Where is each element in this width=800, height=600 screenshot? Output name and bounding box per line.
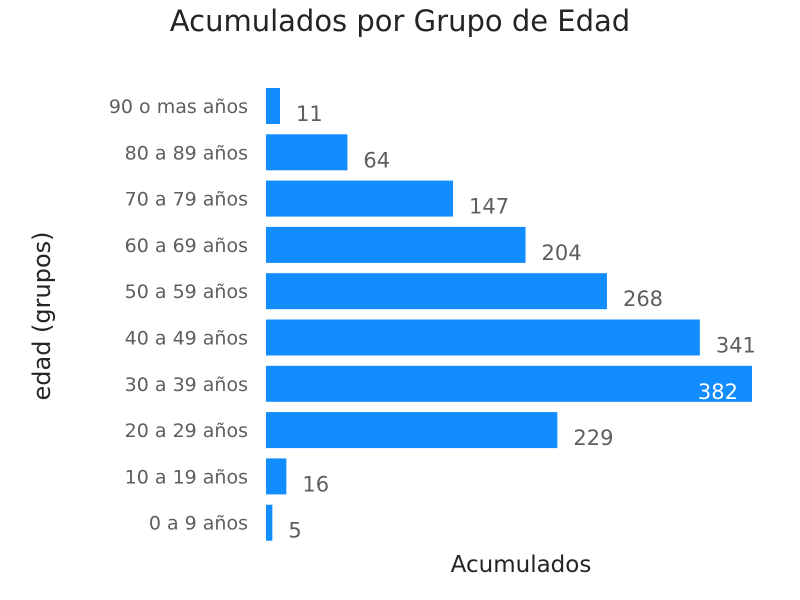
y-tick-label: 0 a 9 años <box>149 513 248 535</box>
y-tick-label: 10 a 19 años <box>125 466 248 488</box>
y-tick-label: 70 a 79 años <box>125 189 248 211</box>
bar[interactable] <box>266 412 558 449</box>
x-axis-title: Acumulados <box>450 552 592 578</box>
y-tick-label: 90 o mas años <box>109 96 248 118</box>
y-tick-label: 30 a 39 años <box>125 374 248 396</box>
data-label: 268 <box>623 287 663 311</box>
chart-title: Acumulados por Grupo de Edad <box>169 4 631 38</box>
bar[interactable] <box>266 458 287 495</box>
y-tick-label: 20 a 29 años <box>125 420 248 442</box>
data-label: 11 <box>296 102 323 126</box>
y-tick-label: 80 a 89 años <box>125 142 248 164</box>
bar[interactable] <box>266 226 526 263</box>
data-label: 382 <box>698 380 738 404</box>
bar[interactable] <box>266 365 752 402</box>
y-tick-label: 60 a 69 años <box>125 235 248 257</box>
bar[interactable] <box>266 88 280 124</box>
data-label: 147 <box>469 195 509 219</box>
bar[interactable] <box>266 319 700 356</box>
data-label: 204 <box>542 241 582 265</box>
bar[interactable] <box>266 180 454 217</box>
bar[interactable] <box>266 134 348 171</box>
data-label: 5 <box>288 519 301 543</box>
data-label: 341 <box>716 334 756 358</box>
bar[interactable] <box>266 273 607 310</box>
y-tick-label: 40 a 49 años <box>125 328 248 350</box>
data-label: 16 <box>302 472 329 496</box>
y-tick-label: 50 a 59 años <box>125 281 248 303</box>
bar[interactable] <box>266 504 273 541</box>
data-label: 64 <box>363 148 390 172</box>
data-label: 229 <box>573 426 613 450</box>
